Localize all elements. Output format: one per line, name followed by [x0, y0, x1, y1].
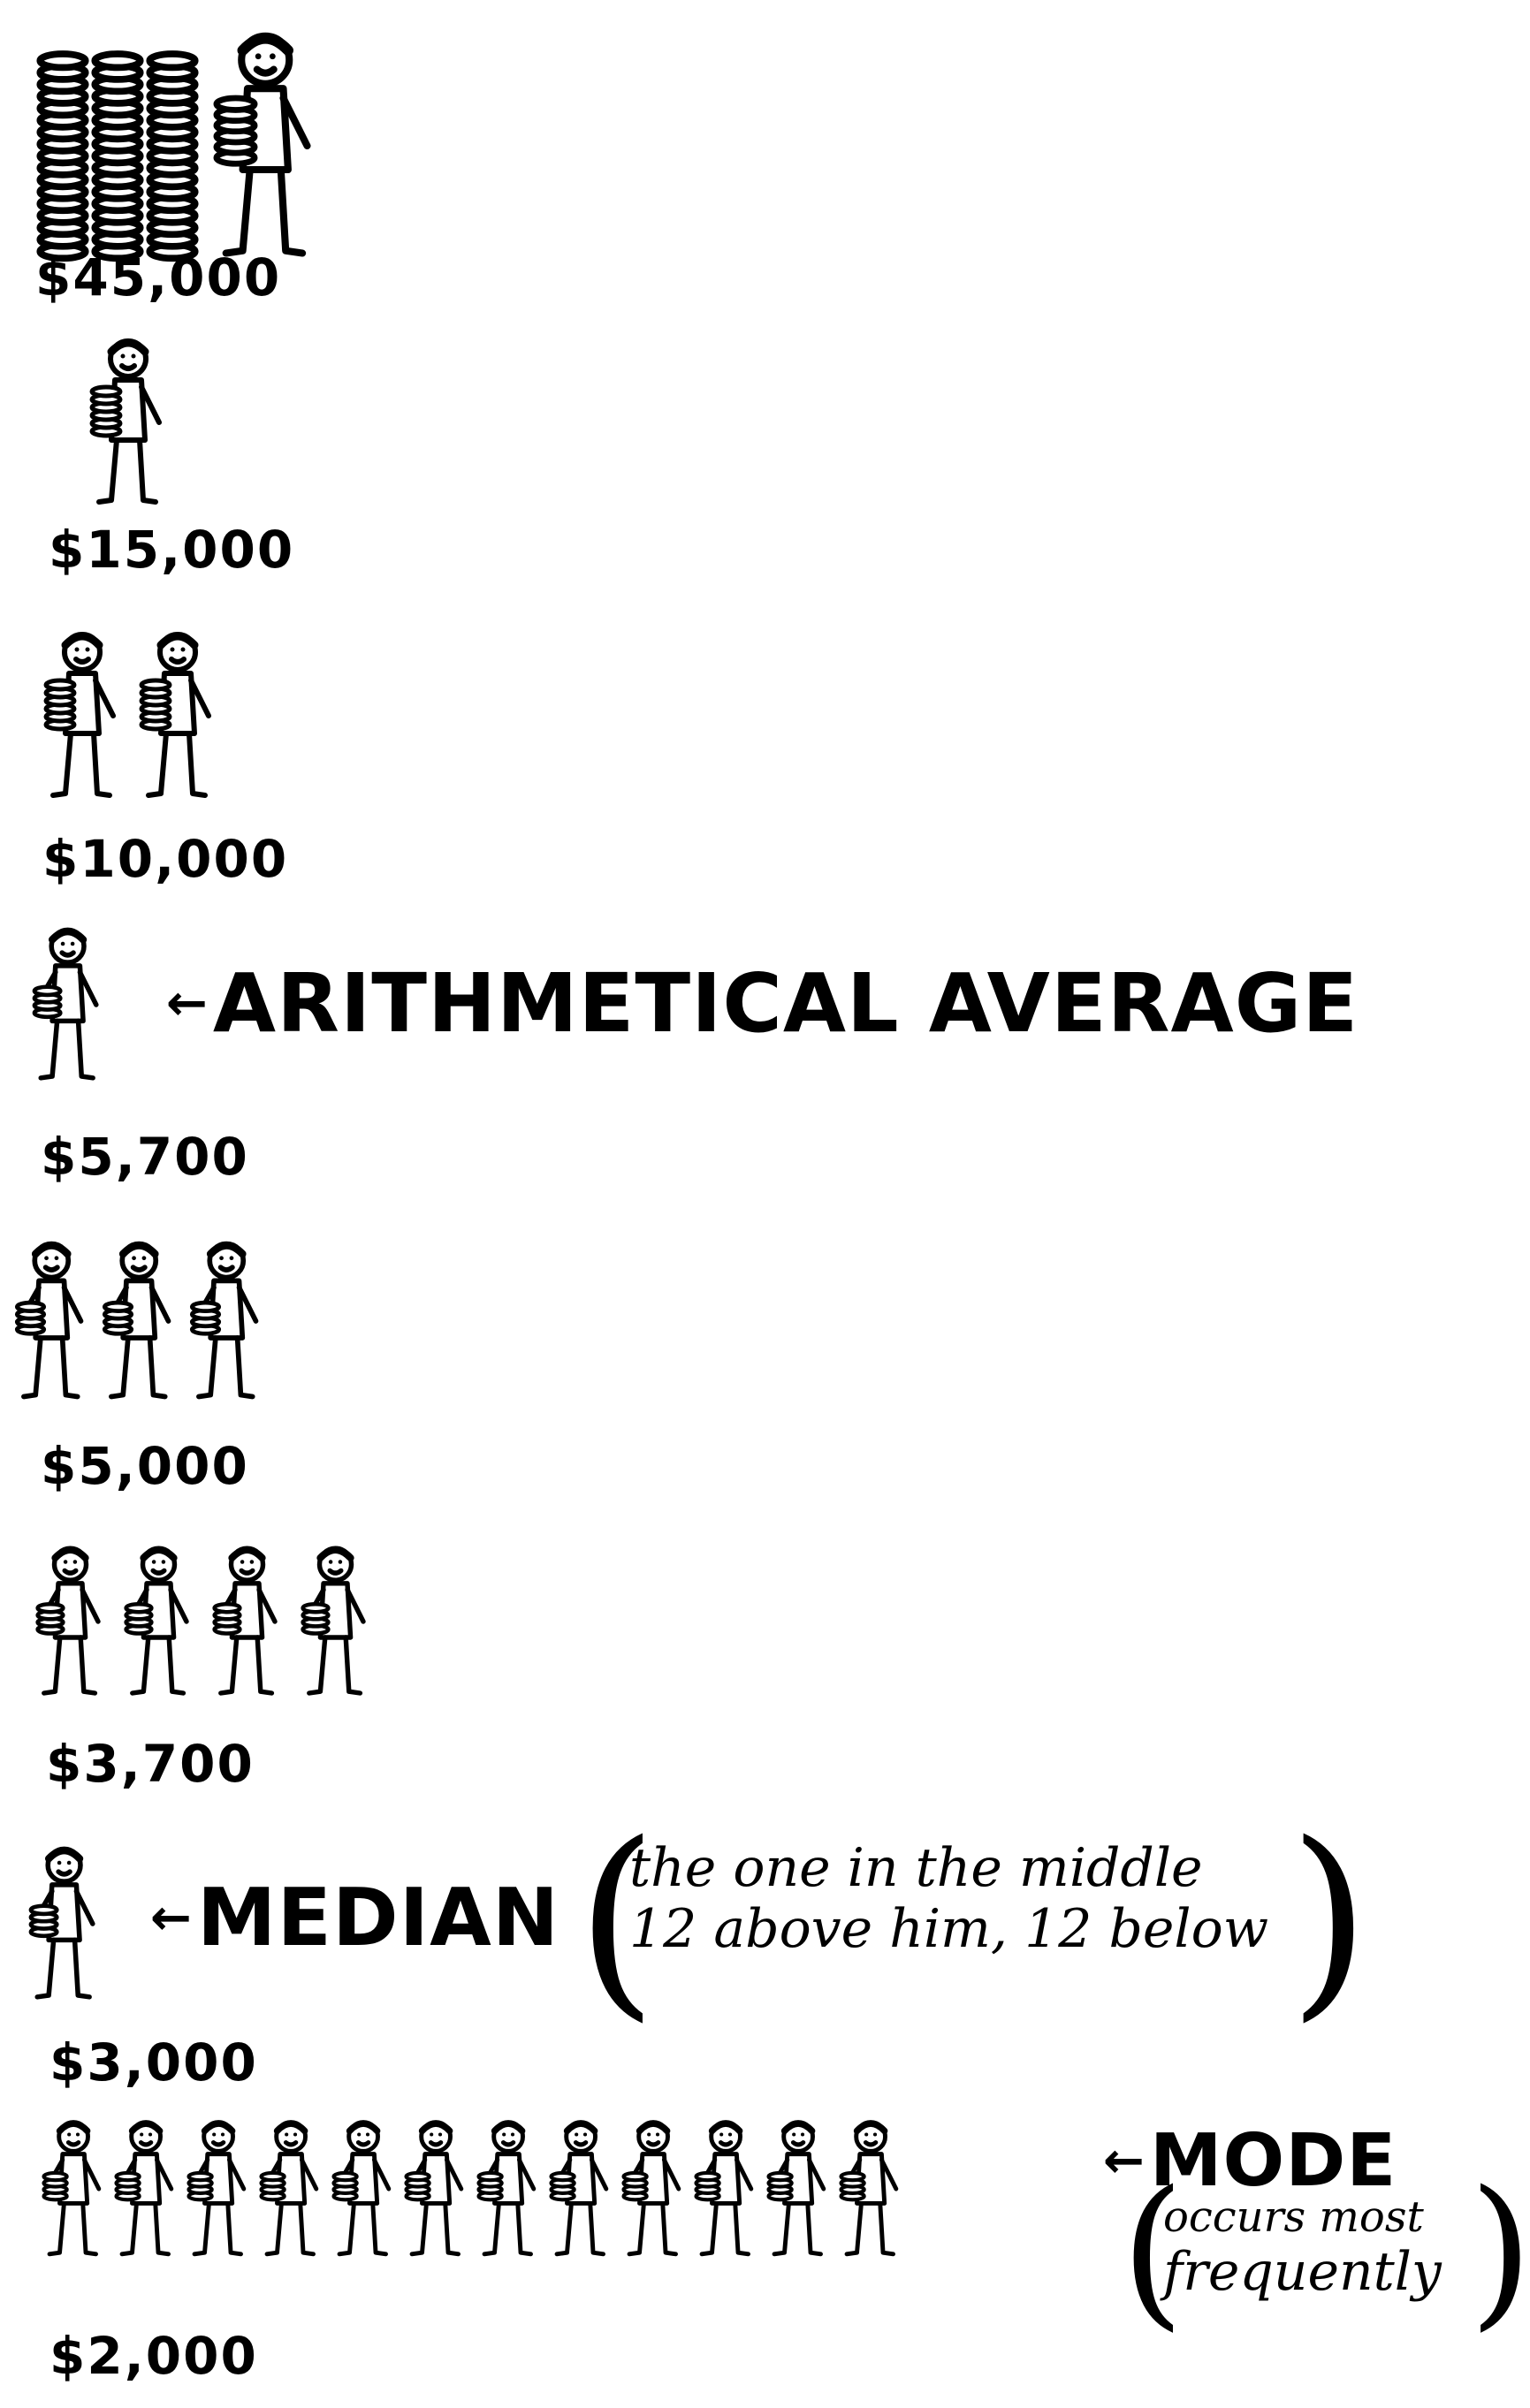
coin-stack-icon	[43, 678, 77, 732]
salary-label: $15,000	[49, 520, 295, 580]
mode-note: occurs most frequently	[1163, 2192, 1442, 2304]
salary-label: $10,000	[42, 829, 289, 889]
coin-stack-icon	[259, 2170, 286, 2202]
arrow-left-icon: ←	[150, 1889, 192, 1947]
coin-stack-icon	[28, 1903, 59, 1939]
coin-stack-icon	[331, 2170, 359, 2202]
figure-group	[27, 1542, 371, 1701]
salary-label: $3,700	[46, 1734, 255, 1794]
person-icon	[831, 2116, 903, 2261]
coin-stack-icon	[404, 2170, 431, 2202]
person-icon	[19, 1842, 101, 2005]
coin-stack-icon	[89, 384, 123, 438]
coin-stack-icon	[549, 2170, 576, 2202]
median-callout: ← MEDIAN	[150, 1872, 559, 1964]
person-icon	[324, 2116, 396, 2261]
coin-stack-icon	[114, 2170, 141, 2202]
average-callout: ← ARITHMETICAL AVERAGE	[166, 956, 1359, 1051]
coin-stack-icon	[139, 678, 172, 732]
arrow-left-icon: ←	[166, 975, 208, 1032]
note-line: 12 above him, 12 below	[629, 1898, 1269, 1960]
coin-stack-icon	[766, 2170, 794, 2202]
person-icon	[203, 1542, 283, 1701]
coin-stack-icon	[35, 38, 90, 265]
salary-label: $45,000	[35, 247, 282, 308]
coin-stack-icon	[694, 2170, 721, 2202]
figure-group	[34, 627, 217, 804]
coin-stack-icon	[476, 2170, 504, 2202]
person-icon	[27, 1542, 106, 1701]
coin-stack-icon	[124, 1601, 154, 1636]
person-icon	[80, 334, 168, 511]
person-icon	[34, 627, 122, 804]
coin-stack-icon	[213, 95, 258, 167]
mode-callout: ← MODE	[1103, 2119, 1397, 2203]
close-paren: )	[1289, 1799, 1370, 2040]
note-line: frequently	[1163, 2241, 1442, 2304]
salary-label: $2,000	[49, 2326, 258, 2386]
figure-group	[5, 1237, 264, 1405]
coin-stack-icon	[102, 1300, 134, 1336]
coin-stack-icon	[621, 2170, 649, 2202]
coin-stack-icon	[14, 1300, 47, 1336]
coin-stack-icon	[189, 1300, 222, 1336]
salary-label: $5,000	[41, 1436, 249, 1496]
figure-group	[35, 27, 319, 265]
open-paren: (	[576, 1799, 658, 2040]
person-icon	[34, 2116, 106, 2261]
person-icon	[180, 1237, 264, 1405]
person-icon	[5, 1237, 89, 1405]
coin-stack-icon	[42, 2170, 69, 2202]
person-icon	[686, 2116, 758, 2261]
salary-label: $5,700	[41, 1127, 249, 1187]
figure-group	[23, 923, 104, 1086]
person-icon	[115, 1542, 194, 1701]
person-icon	[23, 923, 104, 1086]
person-icon	[541, 2116, 613, 2261]
coin-stack-icon	[212, 1601, 242, 1636]
coin-stack-icon	[839, 2170, 866, 2202]
figure-group	[19, 1842, 101, 2005]
person-icon	[396, 2116, 468, 2261]
person-icon	[93, 1237, 177, 1405]
coin-stack-icon	[32, 984, 63, 1020]
person-icon	[106, 2116, 179, 2261]
note-line: the one in the middle	[629, 1837, 1203, 1899]
figure-group	[34, 2116, 903, 2261]
person-icon	[251, 2116, 324, 2261]
person-icon	[129, 627, 217, 804]
person-icon	[613, 2116, 686, 2261]
person-icon	[468, 2116, 541, 2261]
person-icon	[758, 2116, 831, 2261]
callout-label: MEDIAN	[196, 1872, 560, 1964]
open-paren: (	[1121, 2155, 1185, 2346]
coin-stack-icon	[145, 38, 200, 265]
median-note: the one in the middle 12 above him, 12 b…	[629, 1838, 1268, 1960]
coin-stack-icon	[35, 1601, 65, 1636]
salary-label: $3,000	[49, 2032, 258, 2093]
callout-label: MODE	[1149, 2119, 1397, 2203]
person-icon	[179, 2116, 251, 2261]
coin-stack-icon	[186, 2170, 214, 2202]
person-icon	[292, 1542, 371, 1701]
close-paren: )	[1469, 2155, 1530, 2346]
arrow-left-icon: ←	[1103, 2132, 1145, 2190]
person-icon	[200, 27, 319, 265]
note-line: occurs most	[1163, 2192, 1424, 2242]
callout-label: ARITHMETICAL AVERAGE	[212, 956, 1359, 1051]
coin-stack-icon	[90, 38, 145, 265]
figure-group	[80, 334, 168, 511]
coin-stack-icon	[301, 1601, 331, 1636]
